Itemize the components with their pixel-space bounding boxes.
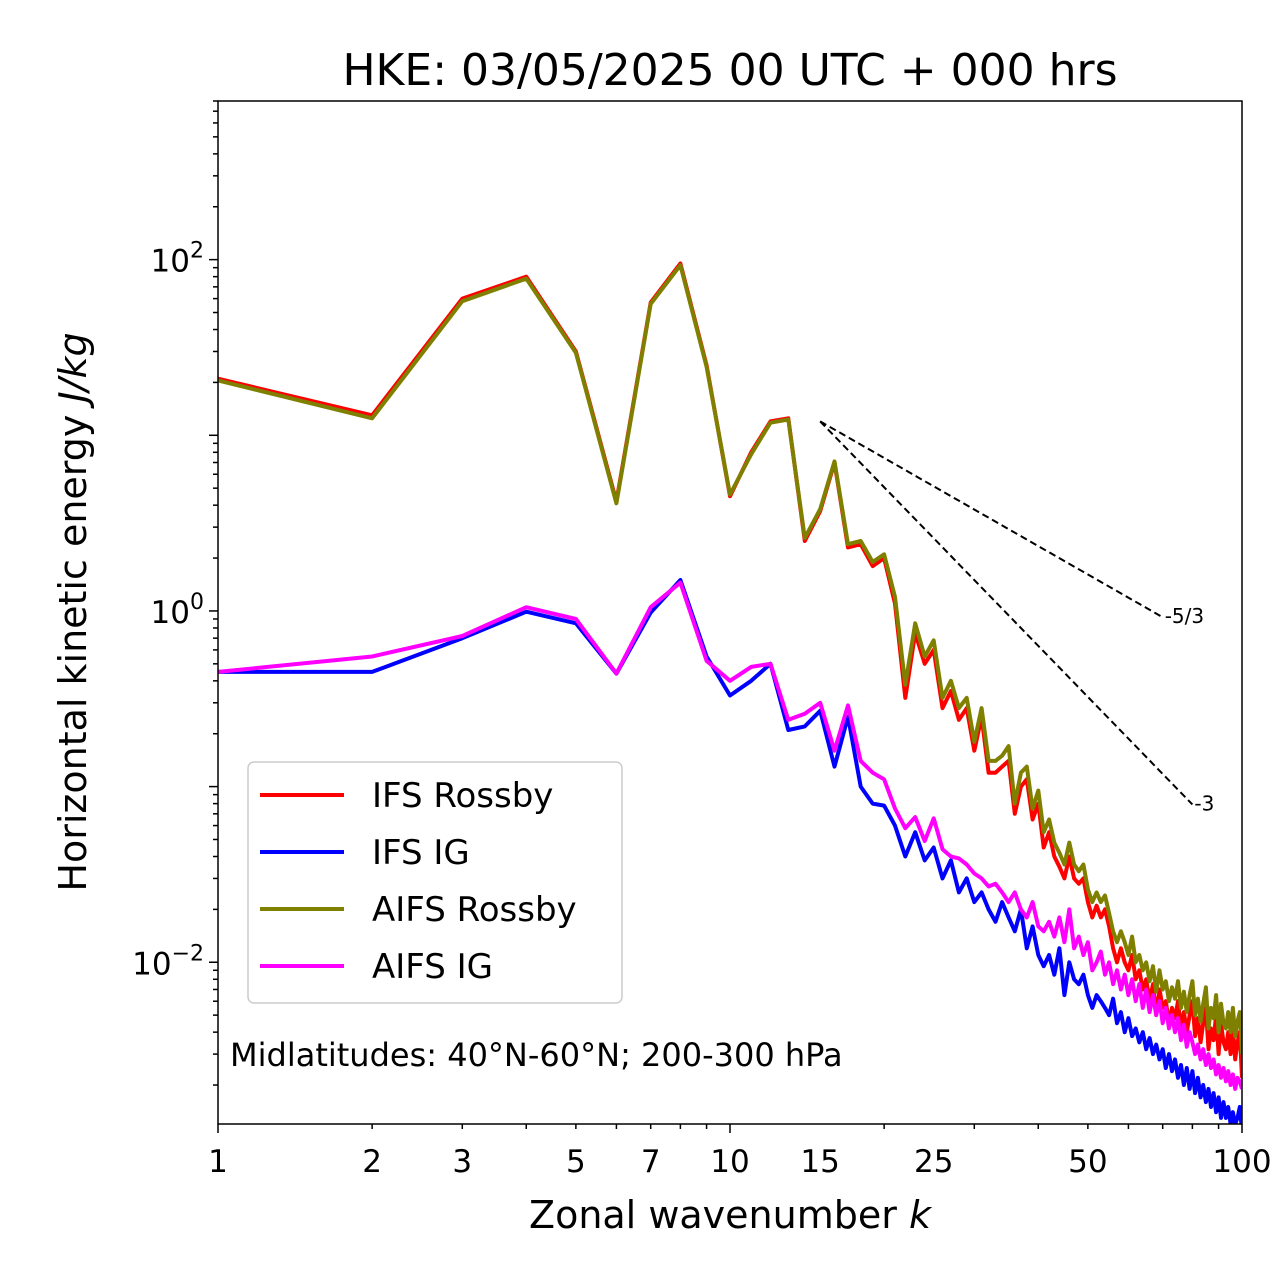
- series-line-2: [218, 263, 1242, 1055]
- x-tick-label: 15: [800, 1144, 839, 1180]
- y-tick-label: 10−2: [132, 941, 204, 982]
- x-tick-label: 5: [566, 1144, 586, 1180]
- x-tick-label: 7: [641, 1144, 661, 1180]
- plot-frame: [217, 100, 1243, 1125]
- x-tick-label: 2: [362, 1144, 382, 1180]
- legend-box: [247, 761, 623, 1004]
- legend-label: AIFS Rossby: [372, 890, 577, 930]
- region-annotation: Midlatitudes: 40°N-60°N; 200-300 hPa: [230, 1036, 843, 1074]
- y-axis-ticks: 10−2 100 102: [132, 100, 218, 1086]
- series-line-1: [218, 578, 1242, 1124]
- y-axis-label: Horizontal kinetic energy J/kg: [51, 332, 95, 891]
- reference-slopes: -5/3 -3: [819, 420, 1214, 815]
- x-axis-label: Zonal wavenumber k: [529, 1193, 933, 1237]
- y-tick-label: 102: [151, 239, 204, 280]
- x-tick-label: 50: [1068, 1144, 1107, 1180]
- slope-label-0: -5/3: [1165, 604, 1204, 628]
- y-tick-label: 100: [151, 590, 204, 631]
- series-layer: [218, 261, 1242, 1124]
- x-tick-label: 3: [452, 1144, 472, 1180]
- slope-line-1: [819, 420, 1194, 806]
- legend-label: IFS IG: [372, 833, 470, 873]
- legend-label: IFS Rossby: [372, 776, 553, 816]
- x-tick-label: 100: [1212, 1144, 1271, 1180]
- legend: IFS Rossby IFS IG AIFS Rossby AIFS IG: [247, 761, 623, 1004]
- legend-label: AIFS IG: [372, 947, 493, 987]
- series-line-3: [218, 580, 1242, 1091]
- x-tick-label: 10: [710, 1144, 749, 1180]
- x-axis-ticks: 1 2 3 5 7 10 15 25 50 100: [208, 1124, 1272, 1180]
- x-tick-label: 1: [208, 1144, 228, 1180]
- chart-title: HKE: 03/05/2025 00 UTC + 000 hrs: [342, 45, 1117, 96]
- x-tick-label: 25: [914, 1144, 953, 1180]
- slope-label-1: -3: [1194, 791, 1214, 815]
- series-line-0: [218, 261, 1242, 1078]
